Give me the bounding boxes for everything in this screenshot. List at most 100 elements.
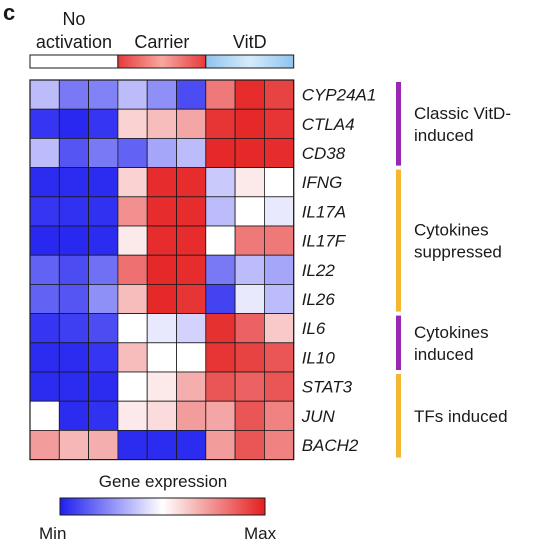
heatmap-cell: [146, 283, 177, 314]
heatmap-cell: [176, 108, 207, 139]
heatmap-cell: [146, 254, 177, 285]
heatmap-cell: [176, 342, 207, 373]
heatmap-cell: [146, 108, 177, 139]
heatmap-cell: [146, 371, 177, 402]
heatmap-cell: [263, 137, 295, 168]
heatmap-cell: [205, 137, 236, 168]
heatmap-cell: [88, 254, 119, 285]
row-label: IL26: [302, 290, 336, 309]
group-label: VitD: [233, 32, 267, 52]
annotation-bracket: [396, 374, 401, 458]
heatmap-cell: [176, 283, 207, 314]
heatmap-cell: [263, 79, 295, 110]
heatmap-cell: [117, 196, 148, 227]
heatmap-cell: [58, 429, 89, 460]
annotation-label: induced: [414, 126, 474, 145]
heatmap-cell: [29, 313, 60, 344]
legend-colorbar: [59, 497, 266, 516]
annotation-label: induced: [414, 345, 474, 364]
heatmap-cell: [205, 342, 236, 373]
group-label: activation: [36, 32, 112, 52]
heatmap-cell: [176, 254, 207, 285]
heatmap-cell: [205, 167, 236, 198]
heatmap-cell: [29, 137, 60, 168]
group-bars: [29, 54, 295, 69]
row-label: IL17A: [302, 202, 346, 221]
heatmap-cell: [263, 108, 295, 139]
heatmap-cell: [117, 400, 148, 431]
heatmap-cell: [263, 254, 295, 285]
heatmap-cell: [146, 79, 177, 110]
heatmap-cell: [263, 313, 295, 344]
heatmap-cell: [88, 196, 119, 227]
heatmap-cell: [205, 79, 236, 110]
group-bar: [205, 54, 295, 69]
heatmap-cell: [117, 313, 148, 344]
legend-min-label: Min: [39, 524, 66, 543]
heatmap-cell: [29, 254, 60, 285]
row-label: IFNG: [302, 173, 343, 192]
heatmap-cell: [146, 196, 177, 227]
heatmap-cell: [58, 79, 89, 110]
heatmap-cell: [234, 254, 265, 285]
heatmap-cell: [117, 254, 148, 285]
row-label: STAT3: [302, 378, 353, 397]
heatmap-cell: [88, 342, 119, 373]
heatmap-cell: [263, 429, 295, 460]
heatmap-cell: [146, 400, 177, 431]
group-bar: [117, 54, 207, 69]
heatmap-cell: [263, 167, 295, 198]
heatmap-cell: [176, 313, 207, 344]
heatmap-cell: [234, 196, 265, 227]
row-annotations: Classic VitD-induced Cytokines suppressed C…: [396, 82, 511, 458]
row-label: IL10: [302, 348, 336, 367]
heatmap-cell: [117, 283, 148, 314]
heatmap-cell: [58, 137, 89, 168]
group-bar: [29, 54, 119, 69]
heatmap-cell: [58, 225, 89, 256]
heatmap-cell: [29, 342, 60, 373]
heatmap-cell: [176, 167, 207, 198]
heatmap-cell: [146, 429, 177, 460]
annotation-label: TFs induced: [414, 407, 508, 426]
heatmap-cell: [29, 79, 60, 110]
heatmap-cell: [205, 254, 236, 285]
heatmap-cell: [29, 196, 60, 227]
heatmap-cell: [176, 371, 207, 402]
heatmap-cell: [263, 283, 295, 314]
heatmap-cell: [58, 371, 89, 402]
heatmap-cell: [29, 108, 60, 139]
legend-title: Gene expression: [99, 472, 228, 491]
heatmap-cell: [88, 79, 119, 110]
heatmap-cell: [117, 167, 148, 198]
group-label: Carrier: [134, 32, 189, 52]
heatmap-cell: [234, 225, 265, 256]
heatmap-cell: [234, 283, 265, 314]
heatmap-cell: [117, 429, 148, 460]
heatmap-cell: [29, 225, 60, 256]
heatmap-cell: [176, 79, 207, 110]
heatmap-cell: [234, 342, 265, 373]
row-label: BACH2: [302, 436, 359, 455]
row-label: CTLA4: [302, 115, 355, 134]
heatmap-cell: [58, 108, 89, 139]
color-legend: Gene expression Min Max: [39, 472, 277, 543]
heatmap-cell: [234, 108, 265, 139]
annotation-bracket: [396, 315, 401, 370]
heatmap-cell: [88, 371, 119, 402]
heatmap-cell: [117, 342, 148, 373]
heatmap-cell: [88, 429, 119, 460]
row-label: IL22: [302, 261, 336, 280]
row-labels: CYP24A1 CTLA4 CD38 IFNG IL17A IL17F IL22 IL26 IL…: [301, 86, 377, 455]
heatmap-cell: [58, 254, 89, 285]
heatmap-cell: [234, 429, 265, 460]
heatmap-cell: [176, 400, 207, 431]
heatmap-cell: [263, 371, 295, 402]
heatmap-cell: [205, 225, 236, 256]
heatmap-cell: [234, 167, 265, 198]
legend-max-label: Max: [244, 524, 277, 543]
heatmap-cell: [88, 225, 119, 256]
heatmap-cell: [263, 342, 295, 373]
heatmap-cell: [88, 167, 119, 198]
